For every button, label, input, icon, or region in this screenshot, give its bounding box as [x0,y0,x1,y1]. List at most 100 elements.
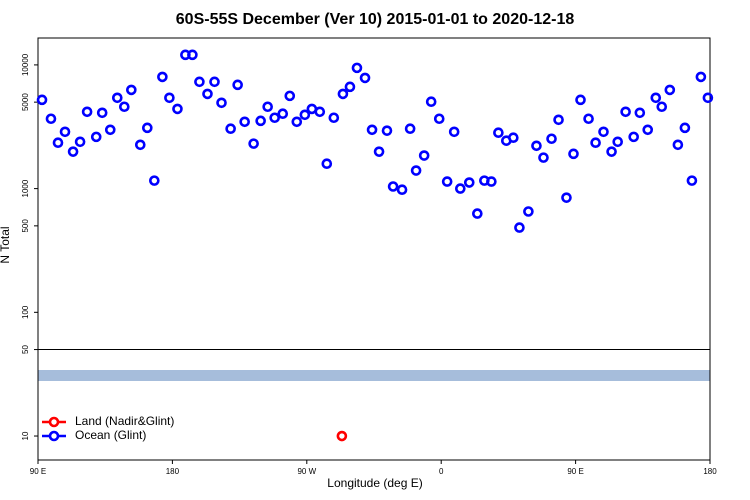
point [628,131,639,143]
point [336,430,348,442]
point [172,103,183,115]
point [126,84,137,96]
point [344,81,356,93]
point [514,222,525,233]
chart-title: 60S-55S December (Ver 10) 2015-01-01 to … [176,11,575,28]
point [650,92,662,104]
point [538,152,549,163]
point [255,115,266,127]
point [672,139,684,151]
point [366,124,378,136]
point [679,122,691,134]
point [359,72,371,84]
point [523,206,534,217]
point [634,107,646,119]
point [67,146,79,157]
legend-label: Ocean (Glint) [75,428,146,442]
x-tick-label: 180 [703,467,717,476]
point [36,94,48,106]
point [561,192,572,203]
point [202,88,213,100]
point [448,126,460,138]
point [612,136,624,148]
x-tick-label: 0 [439,467,444,476]
point [418,150,430,161]
point [187,49,198,61]
point [157,71,168,83]
plot-frame [37,37,711,461]
point [239,116,250,128]
point [81,106,93,118]
y-tick-label: 10000 [21,53,30,76]
point [686,175,698,186]
coverage-band [38,370,710,381]
point [463,177,475,188]
point [269,112,280,124]
y-tick-label: 10 [21,431,30,440]
point [142,122,153,134]
point [531,140,542,152]
point [493,127,504,139]
point [433,113,445,125]
point [351,62,363,74]
legend-marker [48,416,60,428]
y-tick-label: 500 [21,219,30,233]
point [486,176,497,187]
point [425,96,437,108]
point [149,175,160,186]
legend-label: Land (Nadir&Glint) [75,414,174,428]
point [598,126,609,138]
point [472,208,483,219]
point [96,107,108,119]
point [441,176,453,187]
point [119,101,130,113]
point [111,92,123,104]
point [299,109,311,121]
point [695,71,707,83]
y-axis-label: N Total [0,226,12,263]
point [328,112,340,124]
point [248,138,259,149]
x-tick-label: 90 W [297,467,316,476]
point [194,76,205,88]
point [321,158,333,169]
point [702,92,714,104]
point [262,101,273,113]
point [277,108,289,120]
point [232,79,243,91]
x-tick-label: 90 E [30,467,46,476]
point [59,126,71,138]
point [606,146,617,157]
point [656,101,668,113]
point [410,165,422,176]
point [553,114,564,126]
y-tick-label: 1000 [21,179,30,197]
point [337,88,349,100]
x-tick-label: 180 [166,467,180,476]
y-tick-label: 50 [21,345,30,354]
point [284,90,296,102]
point [642,124,654,136]
point [225,123,236,134]
point [104,124,116,136]
point [381,125,393,136]
x-tick-label: 90 E [567,467,583,476]
x-axis-label: Longitude (deg E) [327,476,422,490]
point [455,183,466,194]
point [546,133,557,145]
point [590,137,601,149]
point [90,131,102,143]
point [373,146,385,157]
point [45,113,57,125]
y-tick-label: 5000 [21,93,30,111]
point [52,137,64,149]
point [164,92,175,104]
point [291,116,303,128]
point [216,97,227,109]
point [620,106,631,118]
point [583,113,594,125]
point [575,94,586,106]
point [508,132,519,143]
